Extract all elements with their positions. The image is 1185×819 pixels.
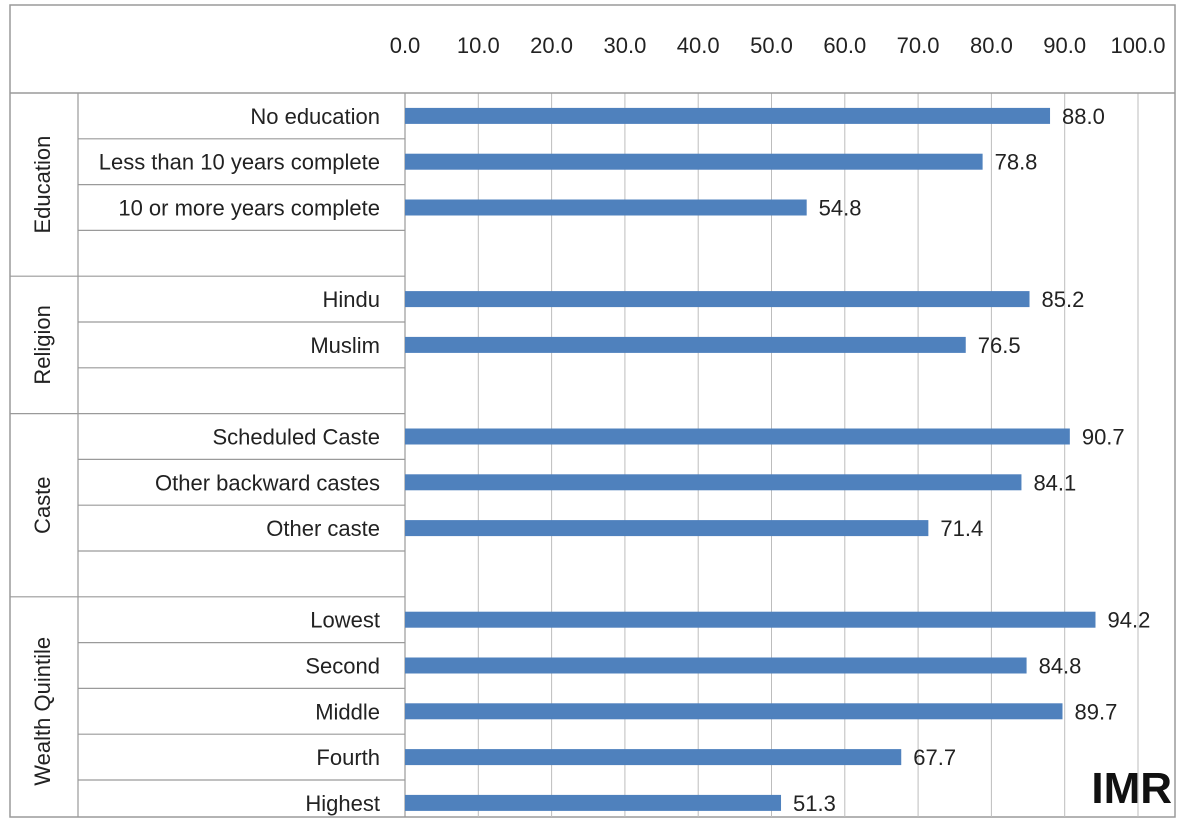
category-label: No education [250, 104, 380, 129]
bar [405, 336, 966, 353]
x-tick-label: 50.0 [750, 33, 793, 58]
value-label: 84.1 [1033, 470, 1076, 495]
category-label: Muslim [310, 333, 380, 358]
category-label: Scheduled Caste [212, 425, 380, 450]
category-label: Highest [305, 791, 380, 816]
value-label: 54.8 [819, 196, 862, 221]
bar [405, 703, 1063, 720]
x-tick-label: 0.0 [390, 33, 421, 58]
bar [405, 611, 1096, 628]
value-label: 89.7 [1075, 699, 1118, 724]
value-label: 94.2 [1107, 608, 1150, 633]
value-label: 78.8 [995, 150, 1038, 175]
value-label: 88.0 [1062, 104, 1105, 129]
x-tick-label: 20.0 [530, 33, 573, 58]
category-label: Other caste [266, 516, 380, 541]
x-tick-label: 70.0 [897, 33, 940, 58]
x-tick-label: 40.0 [677, 33, 720, 58]
value-label: 71.4 [940, 516, 983, 541]
bar [405, 107, 1051, 124]
group-label: Wealth Quintile [30, 637, 55, 786]
bar [405, 794, 782, 811]
bar [405, 657, 1027, 674]
bar [405, 199, 807, 216]
bar [405, 153, 983, 170]
x-tick-label: 30.0 [603, 33, 646, 58]
value-label: 76.5 [978, 333, 1021, 358]
imr-label: IMR [1091, 764, 1172, 813]
category-label: Less than 10 years complete [99, 150, 380, 175]
x-tick-label: 10.0 [457, 33, 500, 58]
value-label: 51.3 [793, 791, 836, 816]
category-label: Middle [315, 699, 380, 724]
value-label: 90.7 [1082, 425, 1125, 450]
category-label: Lowest [310, 608, 380, 633]
bar [405, 749, 902, 766]
category-label: Second [305, 654, 380, 679]
category-label: 10 or more years complete [118, 196, 380, 221]
category-label: Fourth [316, 745, 380, 770]
bar [405, 428, 1070, 445]
x-tick-label: 100.0 [1110, 33, 1165, 58]
group-label: Caste [30, 476, 55, 533]
value-label: 67.7 [913, 745, 956, 770]
bar [405, 291, 1030, 308]
value-label: 84.8 [1039, 654, 1082, 679]
bar [405, 474, 1022, 491]
x-tick-label: 90.0 [1043, 33, 1086, 58]
x-tick-label: 80.0 [970, 33, 1013, 58]
x-tick-label: 60.0 [823, 33, 866, 58]
category-label: Hindu [323, 287, 380, 312]
group-label: Education [30, 136, 55, 234]
value-label: 85.2 [1042, 287, 1085, 312]
bar [405, 520, 929, 537]
group-label: Religion [30, 305, 55, 385]
category-label: Other backward castes [155, 470, 380, 495]
chart-frame [9, 4, 1176, 818]
